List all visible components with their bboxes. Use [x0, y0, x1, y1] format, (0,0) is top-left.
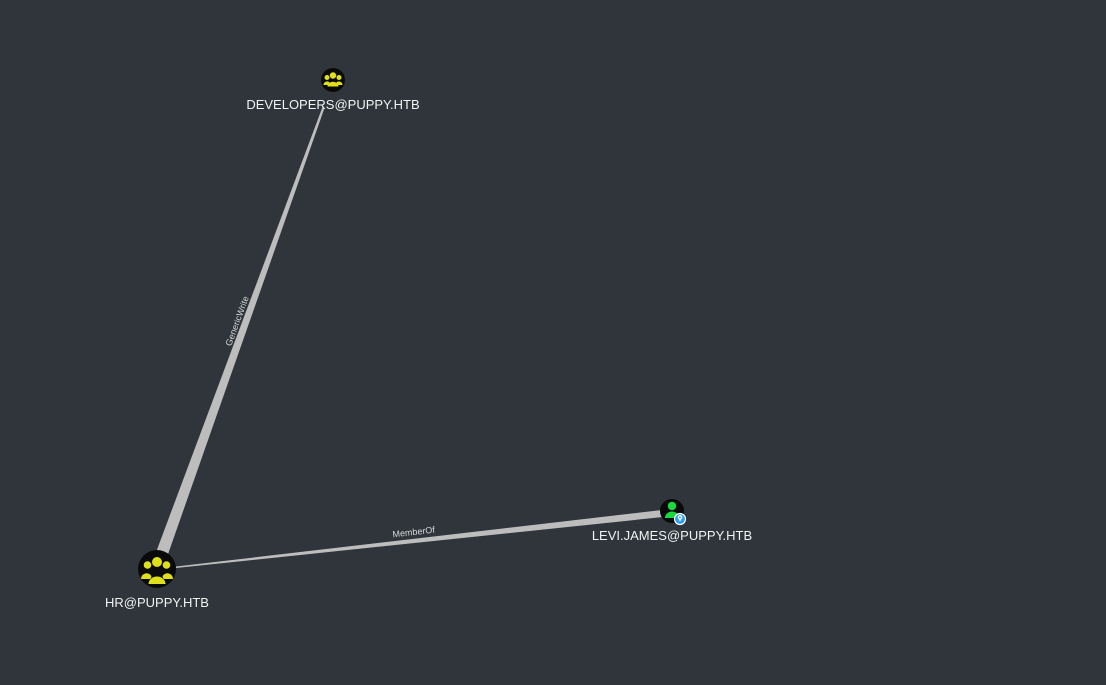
node-levi-james[interactable]: LEVI.JAMES@PUPPY.HTB	[592, 499, 752, 543]
edge-memberof[interactable]: MemberOf	[176, 510, 663, 568]
edge-label-memberof: MemberOf	[392, 525, 436, 540]
edge-genericwrite[interactable]: GenericWrite	[155, 107, 325, 557]
node-hr[interactable]: HR@PUPPY.HTB	[105, 550, 209, 610]
edge-genericwrite-line[interactable]	[155, 107, 325, 557]
edge-memberof-line[interactable]	[176, 510, 663, 568]
owned-marker-icon	[673, 512, 687, 526]
group-icon	[323, 72, 343, 87]
group-icon	[140, 557, 174, 584]
node-developers[interactable]: DEVELOPERS@PUPPY.HTB	[246, 68, 420, 112]
node-label-hr: HR@PUPPY.HTB	[105, 595, 209, 610]
node-label-levi-james: LEVI.JAMES@PUPPY.HTB	[592, 528, 752, 543]
node-developers-circle[interactable]	[321, 68, 345, 92]
node-label-developers: DEVELOPERS@PUPPY.HTB	[246, 97, 419, 112]
